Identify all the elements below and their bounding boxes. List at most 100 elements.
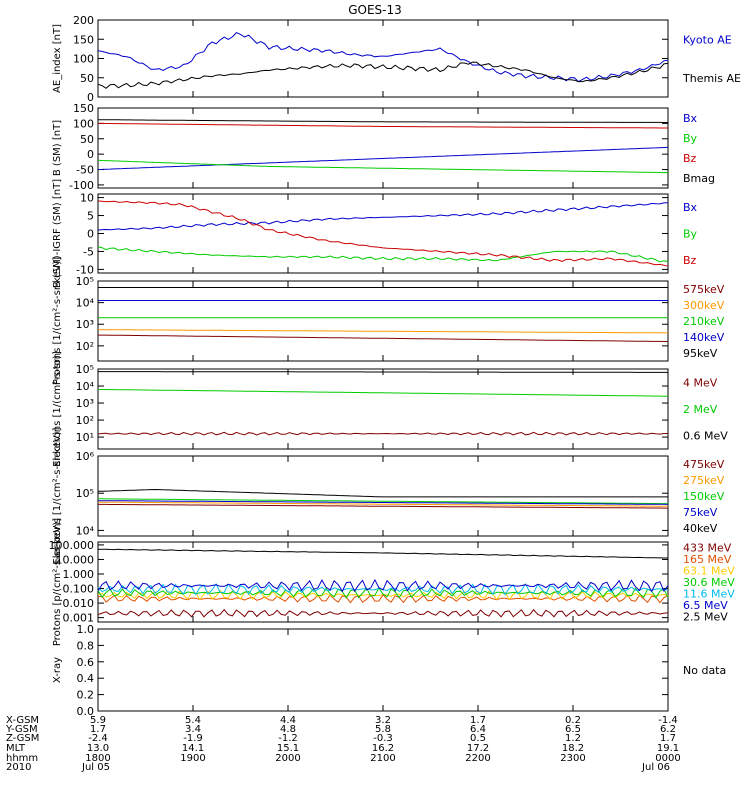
panel-2-series-by (97, 159, 668, 174)
panel-1-ylabel: AE_index [nT] (52, 24, 63, 93)
xaxis-value: 6.2 (660, 724, 676, 735)
panel-2-series-bx (97, 146, 669, 170)
xaxis-value: -1.4 (658, 715, 678, 726)
panel-2-series-bz (98, 122, 668, 129)
panel-2-ytick-label: -100 (69, 179, 94, 192)
panel-1-ytick-label: 200 (73, 14, 94, 27)
panel-5-series-2-mev (97, 388, 668, 397)
panel-3-ytick-label: 0 (87, 228, 94, 241)
xaxis-value: 14.1 (182, 743, 204, 754)
xaxis-value: 4.8 (280, 724, 296, 735)
panel-3-legend-bx: Bx (683, 201, 698, 214)
panel-2-legend-bmag: Bmag (683, 172, 715, 185)
panel-8-no-data-note: No data (683, 664, 726, 677)
panel-7-series-165-mev (97, 593, 669, 604)
panel-8-ytick-label: 0.0 (77, 705, 95, 718)
panel-6-series-150kev (98, 498, 668, 505)
xaxis-value: 15.1 (277, 743, 299, 754)
xaxis-value: 18.2 (562, 743, 584, 754)
panel-5-frame (97, 368, 669, 450)
panel-7-ytick-label: 0.100 (63, 583, 95, 596)
xaxis-value: 1.7 (90, 724, 106, 735)
panel-7-legend-433-mev: 433 MeV (683, 542, 732, 555)
panel-2-ytick-label: 150 (73, 102, 94, 115)
panel-8-ytick-label: 0.4 (77, 672, 95, 685)
panel-4-frame (97, 280, 669, 362)
panel-7-series-2-5-mev (97, 548, 668, 559)
panel-4-legend-300kev: 300keV (683, 299, 725, 312)
xaxis-value: 1.2 (565, 733, 581, 744)
xaxis-value: 0.2 (565, 715, 581, 726)
panel-4-series-300kev (97, 329, 668, 334)
xaxis-row-label-hhmm: hhmm (6, 753, 38, 764)
panel-7-legend-6-5-mev: 6.5 MeV (683, 599, 728, 612)
xaxis-row-label-z-gsm: Z-GSM (6, 733, 39, 744)
panel-6-legend-275kev: 275keV (683, 474, 725, 487)
panel-3-series-by (97, 246, 669, 263)
panel-6-legend-40kev: 40keV (683, 522, 718, 535)
panel-7-series-433-mev (97, 608, 669, 618)
xaxis-value: Jul 06 (641, 762, 670, 773)
panel-6-frame (97, 455, 669, 537)
panel-8-ytick-label: 1.0 (77, 623, 95, 636)
panel-7-legend-63-1-mev: 63.1 MeV (683, 565, 735, 578)
panel-5-ytick-label: 10¹ (76, 431, 94, 444)
panel-3-ytick-label: 10 (80, 192, 94, 205)
xaxis-value: 2300 (560, 753, 585, 764)
panel-6-ylabel: Electrons [1/(cm²-s-sr-keV)] (52, 427, 63, 564)
panel-4-ytick-label: 10⁵ (76, 275, 94, 288)
panel-6-series-475kev (98, 503, 668, 509)
xaxis-value: 1.7 (470, 715, 486, 726)
xaxis-value: 17.2 (467, 743, 489, 754)
panel-2-ytick-label: 100 (73, 117, 94, 130)
panel-7-legend-2-5-mev: 2.5 MeV (683, 610, 728, 623)
xaxis-value: 5.4 (185, 715, 201, 726)
panel-1-ytick-label: 0 (87, 91, 94, 104)
panel-5-ytick-label: 10³ (76, 397, 94, 410)
xaxis-row-label-mlt: MLT (6, 743, 26, 754)
panel-7-series-30-6-mev (97, 587, 669, 599)
panel-2-legend-bx: Bx (683, 112, 698, 125)
panel-8-ytick-label: 0.8 (77, 639, 95, 652)
panel-5-legend-2-mev: 2 MeV (683, 403, 718, 416)
xaxis-value: 3.2 (375, 715, 391, 726)
panel-5-legend-0-6-mev: 0.6 MeV (683, 430, 728, 443)
panel-6-series-40kev (97, 488, 668, 498)
xaxis-value: 16.2 (372, 743, 394, 754)
xaxis-value: 5.9 (90, 715, 106, 726)
panel-4-legend-140kev: 140keV (683, 331, 725, 344)
panel-1-series-kyoto-ae (97, 31, 669, 83)
xaxis-value: 3.4 (185, 724, 201, 735)
xaxis-value: -1.9 (183, 733, 203, 744)
panel-3-ylabel: B (SM)-IGRF (SM) [nT] (52, 179, 63, 288)
xaxis-value: 0000 (655, 753, 680, 764)
panel-7-series-6-5-mev (97, 578, 669, 593)
panel-5-ytick-label: 10⁴ (76, 380, 95, 393)
panel-4-ytick-label: 10² (76, 340, 94, 353)
panel-1-ytick-label: 150 (73, 33, 94, 46)
panel-3-frame (97, 193, 669, 274)
panel-5-series-4-mev (97, 431, 668, 436)
xaxis-value: 0.5 (470, 733, 486, 744)
xaxis-value: 2200 (465, 753, 490, 764)
panel-6-ytick-label: 10⁶ (76, 450, 95, 463)
panel-5-legend-4-mev: 4 MeV (683, 376, 718, 389)
xaxis-value: 5.8 (375, 724, 391, 735)
panel-7-ytick-label: 10.000 (56, 553, 95, 566)
xaxis-value: 4.4 (280, 715, 296, 726)
panel-4-legend-210kev: 210keV (683, 315, 725, 328)
panel-5-ytick-label: 10² (76, 414, 94, 427)
panel-5-ylabel: Electrons [1/(cm²-s-sr)] (52, 351, 63, 467)
panel-5-series-0-6-mev (98, 371, 668, 373)
panel-4-ytick-label: 10⁴ (76, 297, 95, 310)
xaxis-value: 13.0 (87, 743, 109, 754)
xaxis-value: 1800 (85, 753, 110, 764)
panel-1-ytick-label: 100 (73, 53, 94, 66)
panel-3-series-bx (97, 202, 669, 231)
panel-3-legend-by: By (683, 228, 698, 241)
xaxis-value: 6.4 (470, 724, 486, 735)
panel-2-series-bmag (98, 119, 668, 123)
panel-4-ylabel: Protons [1/(cm²-s-sr-keV)] (52, 257, 63, 385)
